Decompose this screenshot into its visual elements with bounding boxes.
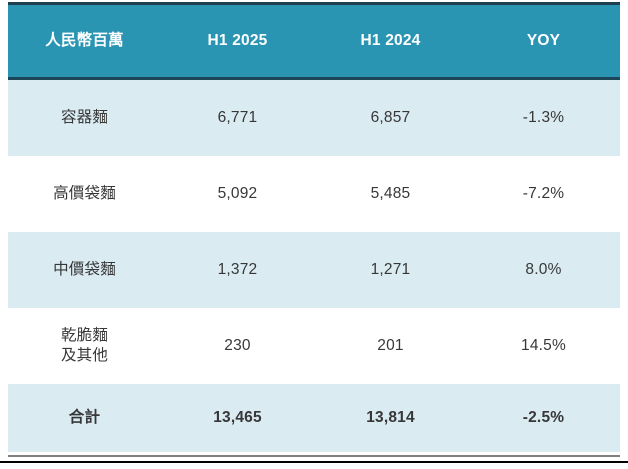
cell-h1-2024: 1,271 [370, 260, 411, 278]
cell-h1-2024: 201 [377, 336, 404, 354]
table-row: 高價袋麵 5,092 5,485 -7.2% [8, 156, 620, 232]
cell-yoy: 14.5% [521, 336, 566, 354]
row-label: 乾脆麵 及其他 [60, 326, 109, 364]
cell-yoy: -1.3% [522, 108, 565, 126]
revenue-table: 人民幣百萬 H1 2025 H1 2024 YOY 容器麵 6,771 6,85… [8, 2, 620, 452]
cell-h1-2025: 230 [224, 336, 251, 354]
row-label: 高價袋麵 [53, 184, 116, 202]
table-header-row: 人民幣百萬 H1 2025 H1 2024 YOY [8, 2, 620, 80]
total-yoy: -2.5% [522, 408, 565, 426]
table-total-row: 合計 13,465 13,814 -2.5% [8, 384, 620, 452]
total-h1-2024: 13,814 [366, 408, 415, 426]
row-label: 中價袋麵 [53, 260, 116, 278]
cell-h1-2025: 6,771 [217, 108, 258, 126]
table-row: 中價袋麵 1,372 1,271 8.0% [8, 232, 620, 308]
cell-h1-2025: 1,372 [217, 260, 258, 278]
cell-h1-2024: 5,485 [370, 184, 411, 202]
bottom-gray-divider [8, 455, 620, 457]
cell-h1-2025: 5,092 [217, 184, 258, 202]
cell-h1-2024: 6,857 [370, 108, 411, 126]
row-label: 容器麵 [60, 108, 109, 126]
cell-yoy: -7.2% [522, 184, 565, 202]
bottom-black-divider [0, 461, 628, 463]
table-row: 容器麵 6,771 6,857 -1.3% [8, 80, 620, 156]
column-header-h1-2025: H1 2025 [207, 31, 268, 49]
column-header-unit: 人民幣百萬 [45, 31, 124, 49]
total-label: 合計 [68, 408, 101, 426]
column-header-yoy: YOY [526, 31, 561, 49]
column-header-h1-2024: H1 2024 [360, 31, 421, 49]
table-row: 乾脆麵 及其他 230 201 14.5% [8, 308, 620, 384]
cell-yoy: 8.0% [525, 260, 562, 278]
total-h1-2025: 13,465 [213, 408, 262, 426]
